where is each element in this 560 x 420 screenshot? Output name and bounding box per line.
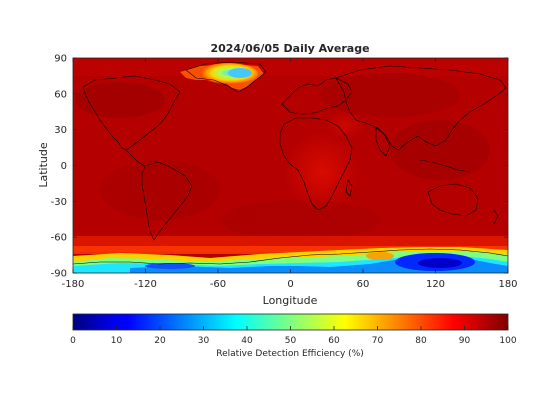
coastline-central-america (125, 149, 146, 167)
y-tick-label: 90 (54, 54, 67, 65)
colorbar-tick-label: 70 (372, 336, 384, 346)
coastline-south-america (141, 161, 193, 241)
y-tick-label: -90 (51, 269, 67, 280)
colorbar-tick-label: 60 (328, 336, 340, 346)
coastline-indonesia (419, 159, 471, 173)
coastline-antarctica (73, 248, 508, 265)
colorbar: 0 10 20 30 40 50 60 70 80 90 100 Relative Detectio… (70, 313, 517, 359)
colorbar-tick-label: 20 (154, 336, 166, 346)
colorbar-ticks: 0 10 20 30 40 50 60 70 80 90 100 (70, 326, 517, 346)
y-tick-label: 0 (61, 161, 67, 172)
coastline-north-america (82, 75, 181, 151)
colorbar-tick-label: 50 (285, 336, 297, 346)
heatmap-plot-area (73, 58, 508, 273)
x-tick-label: -180 (62, 279, 85, 290)
colorbar-tick-label: 10 (111, 336, 123, 346)
colorbar-tick-label: 30 (198, 336, 210, 346)
colorbar-tick-label: 90 (459, 336, 471, 346)
x-axis: -180 -120 -60 0 60 120 180 (62, 58, 518, 290)
y-tick-label: -60 (51, 233, 67, 244)
x-tick-label: -60 (210, 279, 226, 290)
coastline-europe (281, 77, 353, 115)
coastline-greenland (185, 61, 267, 93)
y-tick-label: 30 (54, 125, 67, 136)
colorbar-tick-label: 40 (241, 336, 253, 346)
y-axis-label: Latitude (37, 142, 50, 188)
x-tick-label: 60 (357, 279, 370, 290)
colorbar-label: Relative Detection Efficiency (%) (216, 349, 364, 359)
heatmap-texture (73, 58, 508, 240)
y-tick-label: 60 (54, 89, 67, 100)
coastline-asia (335, 65, 507, 151)
x-tick-label: 120 (426, 279, 445, 290)
coastline-madagascar (345, 179, 353, 197)
y-axis: 90 60 30 0 -30 -60 -90 (51, 54, 508, 280)
coastline-new-zealand (493, 209, 499, 225)
coastline-africa (279, 117, 353, 211)
coastline-india (375, 127, 391, 157)
x-tick-label: 0 (287, 279, 293, 290)
colorbar-gradient (73, 314, 508, 330)
antarctica-region (73, 247, 508, 273)
y-tick-label: -30 (51, 197, 67, 208)
x-axis-label: Longitude (263, 294, 318, 307)
colorbar-tick-label: 100 (499, 336, 516, 346)
x-tick-label: -120 (134, 279, 157, 290)
colorbar-tick-label: 0 (70, 336, 76, 346)
africa-hotspot (284, 132, 360, 212)
coastline-australia (427, 183, 479, 217)
coastlines (73, 61, 508, 265)
colorbar-tick-label: 80 (415, 336, 427, 346)
x-tick-label: 180 (498, 279, 517, 290)
chart-title: 2024/06/05 Daily Average (210, 42, 369, 55)
